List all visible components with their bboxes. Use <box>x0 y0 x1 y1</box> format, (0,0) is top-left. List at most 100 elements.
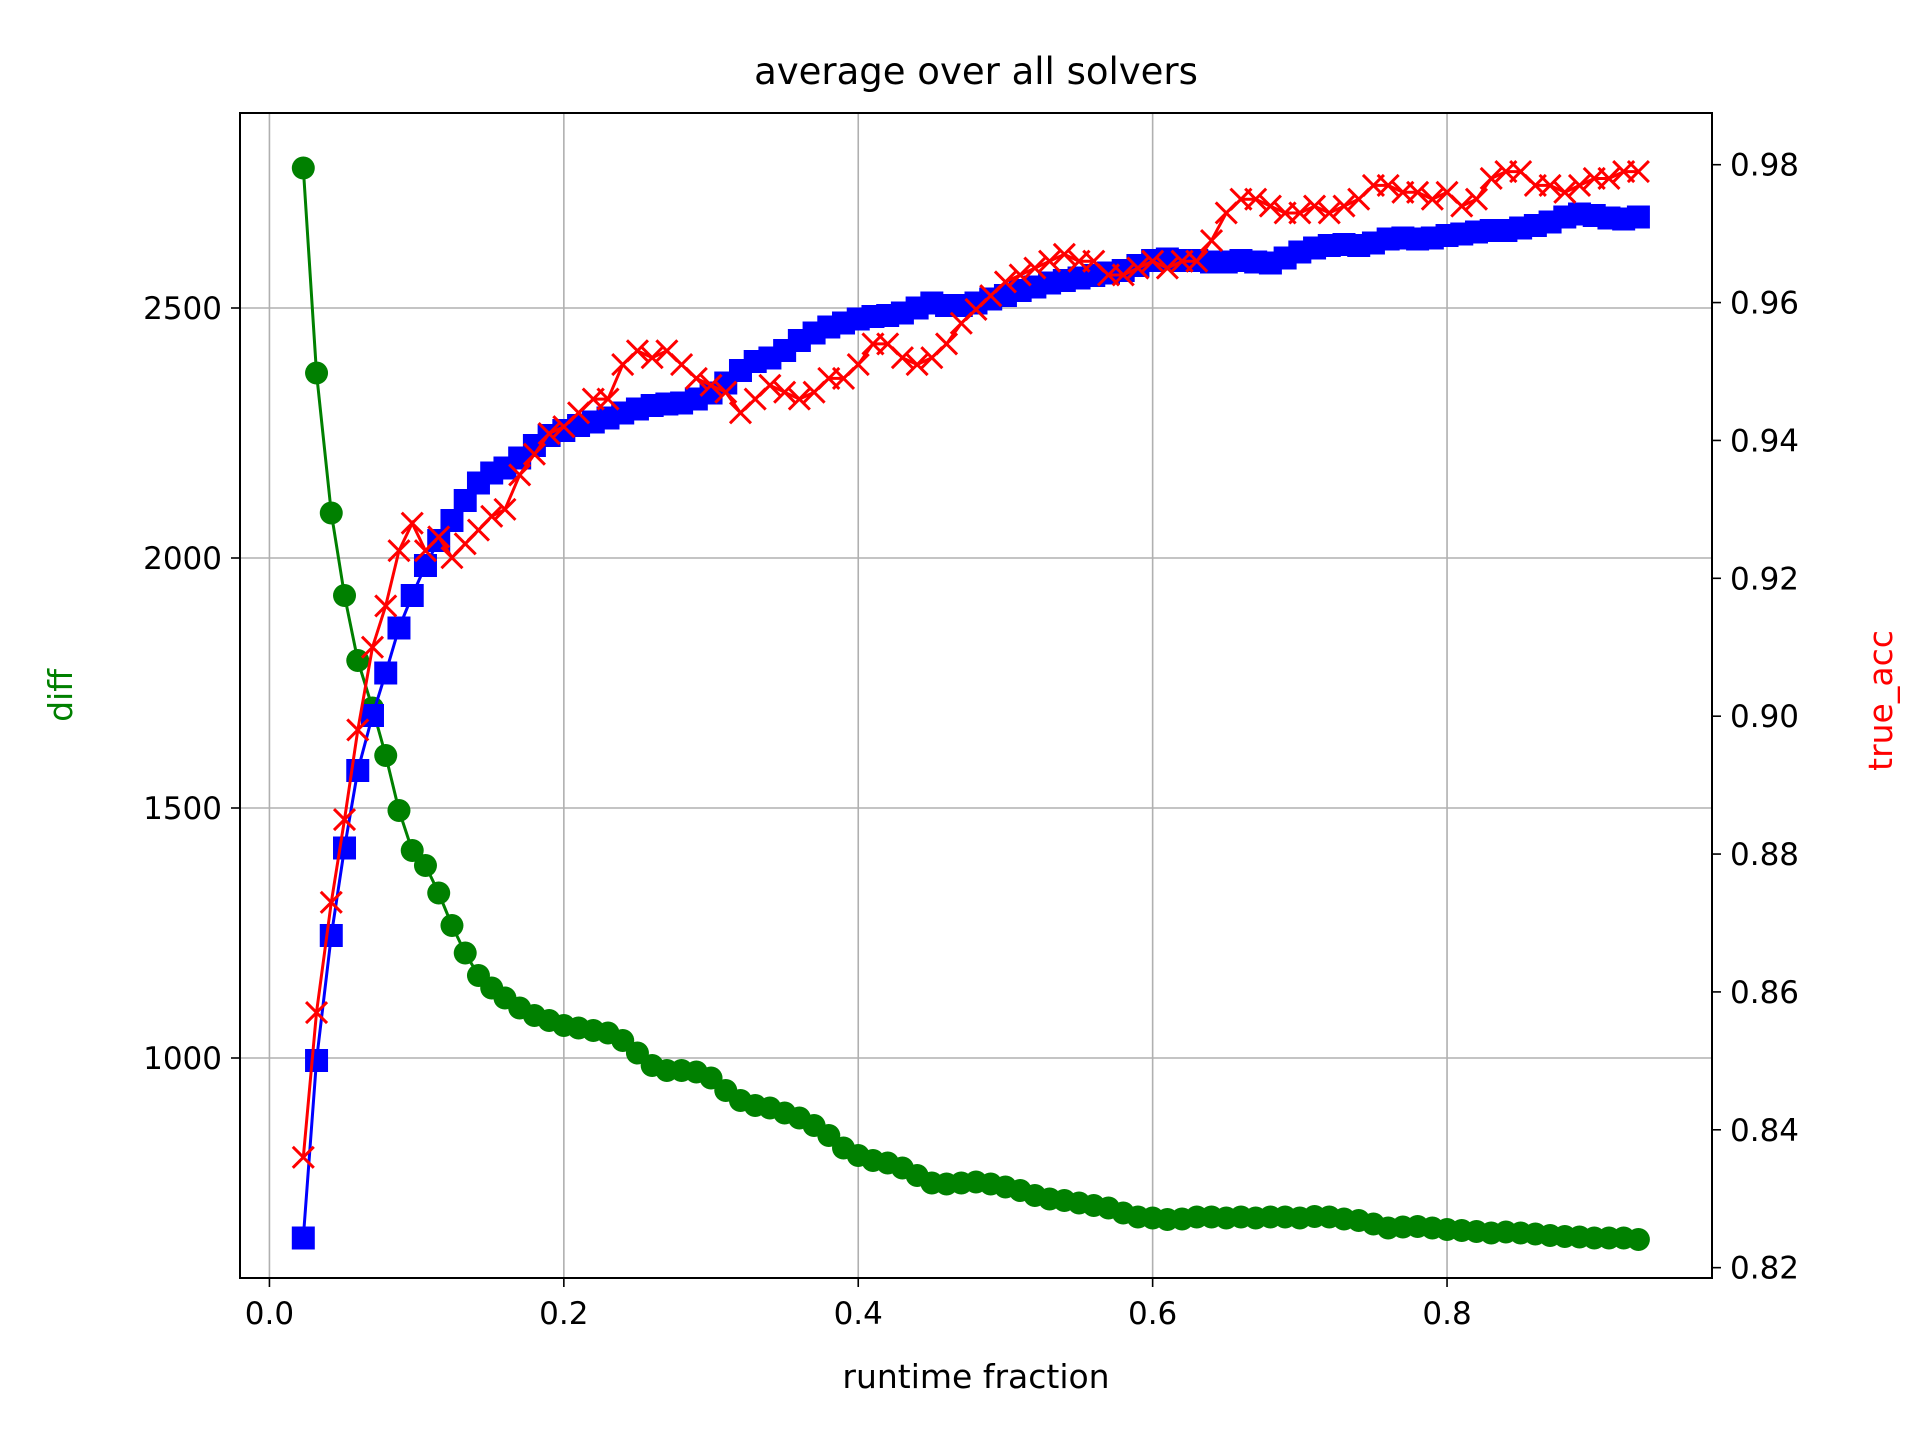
data-point <box>1332 194 1356 218</box>
data-point <box>400 839 424 862</box>
y-left-tick-label: 1000 <box>143 1041 222 1077</box>
data-point <box>453 941 477 965</box>
data-point <box>1023 256 1047 280</box>
data-point <box>1185 249 1209 273</box>
data-point <box>387 799 411 822</box>
data-point <box>493 497 517 521</box>
data-point <box>787 387 811 411</box>
data-point <box>684 366 708 390</box>
data-point <box>1406 180 1430 204</box>
data-point <box>1553 180 1577 204</box>
data-point <box>319 501 343 525</box>
x-tick-label: 0.4 <box>834 1296 883 1332</box>
data-point <box>1464 187 1489 211</box>
data-point <box>1479 166 1503 191</box>
data-point <box>319 924 343 947</box>
data-point <box>440 509 464 532</box>
data-point <box>304 1001 329 1025</box>
data-point <box>1567 173 1592 197</box>
x-tick-label: 0.0 <box>245 1296 294 1332</box>
data-point <box>1258 194 1282 218</box>
data-point <box>305 361 329 385</box>
data-point <box>1126 256 1150 280</box>
x-axis-label: runtime fraction <box>842 1357 1109 1396</box>
data-point <box>508 463 532 487</box>
data-point <box>1302 194 1327 218</box>
data-point <box>400 584 424 607</box>
data-point <box>1008 263 1032 287</box>
data-point <box>333 584 357 607</box>
data-point <box>596 387 620 411</box>
data-point <box>699 373 723 397</box>
y-right-tick-label: 0.98 <box>1730 148 1799 184</box>
y-left-tick-label: 2500 <box>143 291 222 327</box>
x-tick-label: 0.2 <box>539 1296 588 1332</box>
data-point <box>522 442 546 466</box>
data-point <box>1155 256 1179 280</box>
data-point <box>1450 194 1474 218</box>
data-point <box>1199 228 1224 253</box>
data-point <box>846 353 870 377</box>
data-point <box>291 1226 315 1250</box>
y-right-tick-label: 0.90 <box>1730 699 1799 735</box>
data-point <box>1597 166 1621 191</box>
data-point <box>291 1145 315 1169</box>
data-point <box>332 808 357 832</box>
data-point <box>1038 249 1062 273</box>
data-point <box>387 616 411 640</box>
data-point <box>537 421 561 446</box>
y-right-tick-label: 0.92 <box>1730 561 1799 597</box>
data-point <box>360 635 385 659</box>
data-point <box>1420 187 1444 211</box>
data-point <box>1538 173 1562 197</box>
data-point <box>480 504 504 528</box>
data-point <box>374 744 398 767</box>
data-point <box>291 156 315 180</box>
data-point <box>374 661 398 685</box>
y-right-tick-label: 0.96 <box>1730 286 1799 322</box>
y-right-tick-label: 0.88 <box>1730 837 1799 873</box>
data-point <box>934 332 959 356</box>
y-right-tick-label: 0.86 <box>1730 975 1799 1011</box>
y-right-tick-label: 0.82 <box>1730 1251 1799 1287</box>
plot-frame <box>239 112 1713 1279</box>
data-point <box>905 353 929 377</box>
data-point <box>453 489 477 512</box>
data-point <box>1244 187 1268 211</box>
data-point <box>993 270 1018 294</box>
y-left-tick-label: 1500 <box>143 791 222 827</box>
data-point <box>1288 201 1312 225</box>
data-point <box>1111 263 1135 287</box>
data-point <box>1052 242 1076 266</box>
y-right-tick-label: 0.84 <box>1730 1113 1799 1149</box>
data-point <box>1626 205 1650 229</box>
data-point <box>1626 1228 1650 1251</box>
data-point <box>427 881 451 905</box>
data-point <box>400 511 424 535</box>
grid-layer <box>240 113 1712 1278</box>
x-tick-label: 0.8 <box>1422 1296 1471 1332</box>
series-x-2 <box>291 160 1650 1169</box>
data-point <box>1317 201 1341 225</box>
y-left-tick-label: 2000 <box>143 541 222 577</box>
data-point <box>640 346 664 370</box>
data-point <box>413 854 437 877</box>
data-point <box>346 718 370 742</box>
data-point <box>427 525 451 549</box>
data-point <box>1141 249 1165 273</box>
y-right-axis-label: true_acc <box>1861 630 1900 771</box>
data-point <box>374 594 398 618</box>
data-point <box>387 539 411 563</box>
y-left-axis-label: diff <box>41 668 80 722</box>
data-point <box>625 339 650 363</box>
tick-layer: 0.0 0.2 0.4 0.6 0.8 1000 1500 2000 2500 0.82 0.84 0… <box>143 148 1799 1332</box>
y-right-tick-label: 0.94 <box>1730 423 1799 459</box>
data-point <box>773 380 797 404</box>
data-point <box>890 346 914 370</box>
series-layer <box>291 156 1650 1251</box>
data-point <box>714 380 738 404</box>
data-point <box>1626 160 1650 184</box>
